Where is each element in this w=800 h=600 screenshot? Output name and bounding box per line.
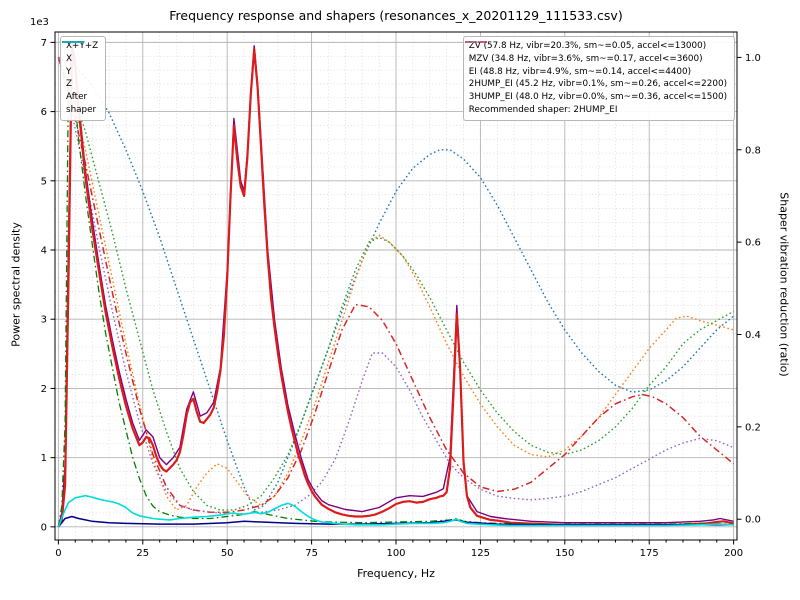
series-2HUMP_EI (57, 57, 735, 514)
legend-item-label: Y (66, 66, 72, 77)
series-ZV (58, 56, 735, 511)
legend-item: MZV (34.8 Hz, vibr=3.6%, sm~=0.17, accel… (464, 41, 727, 66)
svg-text:3: 3 (41, 315, 47, 326)
svg-text:5: 5 (41, 176, 47, 187)
legend-item-label: X+Y+Z (66, 41, 99, 51)
legend-item-label: MZV (34.8 Hz, vibr=3.6%, sm~=0.17, accel… (468, 53, 703, 64)
legend-line-sample (62, 41, 84, 43)
tick-labels: 0 25 50 75 100 125 150 175 200 0 1 2 3 4 5 6 7 0.0 0.2 0.4 0… (41, 38, 761, 559)
series-Z (57, 515, 734, 528)
axis-ticks (50, 41, 742, 545)
y-axis-offset-text: 1e3 (30, 17, 49, 28)
series-3HUMP_EI (57, 57, 734, 515)
svg-text:175: 175 (640, 548, 659, 559)
legend-item-label: 3HUMP_EI (48.0 Hz, vibr=0.0%, sm~=0.36, … (468, 92, 727, 102)
svg-text:0: 0 (55, 548, 61, 559)
legend-item: EI (48.8 Hz, vibr=4.9%, sm~=0.14, accel<… (464, 41, 727, 79)
svg-text:100: 100 (386, 548, 405, 559)
svg-text:25: 25 (136, 548, 149, 559)
x-axis-label: Frequency, Hz (357, 567, 435, 580)
svg-text:2: 2 (41, 384, 47, 395)
svg-text:150: 150 (555, 548, 574, 559)
legend-line-sample (464, 41, 487, 43)
legend-psd: X+Y+Z X Y Z After shaper (60, 36, 107, 121)
legend-item: Recommended shaper: 2HUMP_EI (469, 104, 727, 117)
legend-sample-spacer (464, 37, 488, 47)
legend-item: Y (62, 41, 98, 79)
svg-text:200: 200 (724, 548, 743, 559)
legend-item-label: EI (48.8 Hz, vibr=4.9%, sm~=0.14, accel<… (468, 66, 692, 77)
svg-text:0.0: 0.0 (745, 515, 761, 526)
psd-curves (57, 41, 734, 528)
legend-item: ZV (57.8 Hz, vibr=20.3%, sm~=0.05, accel… (464, 40, 727, 53)
legend-item: After shaper (62, 41, 98, 117)
shaper-curves (57, 56, 735, 515)
legend-item: 2HUMP_EI (45.2 Hz, vibr=0.1%, sm~=0.26, … (464, 41, 727, 91)
svg-text:1: 1 (41, 453, 47, 464)
legend-shapers: ZV (57.8 Hz, vibr=20.3%, sm~=0.05, accel… (462, 36, 735, 121)
chart-title: Frequency response and shapers (resonanc… (169, 8, 623, 23)
svg-text:0.4: 0.4 (745, 330, 761, 341)
legend-item: 3HUMP_EI (48.0 Hz, vibr=0.0%, sm~=0.36, … (464, 41, 727, 104)
svg-text:75: 75 (305, 548, 318, 559)
legend-item-label: After shaper (66, 92, 97, 115)
legend-item-label: Recommended shaper: 2HUMP_EI (468, 104, 618, 115)
legend-item-label: Z (66, 79, 73, 90)
legend-item: X (62, 41, 98, 66)
series-X (57, 48, 734, 528)
legend-item-label: 2HUMP_EI (45.2 Hz, vibr=0.1%, sm~=0.26, … (468, 79, 727, 90)
series-After-shaper (57, 494, 734, 528)
y-axis-label-right: Shaper vibration reduction (ratio) (777, 192, 791, 377)
svg-text:0: 0 (41, 522, 47, 533)
svg-text:4: 4 (41, 246, 47, 257)
legend-item: Z (62, 41, 98, 91)
svg-text:0.8: 0.8 (745, 145, 761, 156)
legend-item-label: ZV (57.8 Hz, vibr=20.3%, sm~=0.05, accel… (468, 41, 707, 51)
svg-text:50: 50 (221, 548, 234, 559)
svg-text:0.2: 0.2 (745, 422, 761, 433)
series-EI (57, 57, 734, 511)
svg-text:6: 6 (41, 107, 47, 118)
y-axis-label-left: Power spectral density (9, 222, 23, 347)
svg-text:7: 7 (41, 38, 47, 49)
svg-text:1.0: 1.0 (745, 53, 761, 64)
svg-text:125: 125 (471, 548, 490, 559)
legend-item-label: X (66, 53, 73, 64)
svg-text:0.6: 0.6 (745, 238, 761, 249)
